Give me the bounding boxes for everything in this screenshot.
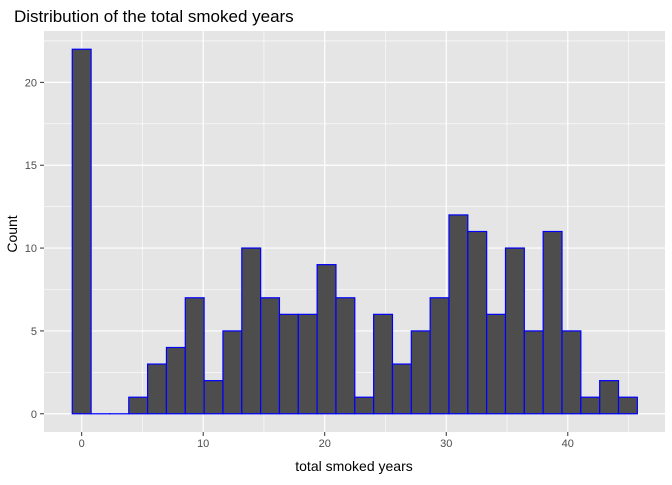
histogram-bar xyxy=(148,364,167,414)
histogram-bar xyxy=(129,397,148,414)
histogram-bar xyxy=(223,331,242,414)
x-tick-label: 40 xyxy=(562,438,574,450)
y-tick-label: 0 xyxy=(31,409,37,421)
histogram-bar xyxy=(72,49,91,414)
x-tick-label: 0 xyxy=(79,438,85,450)
histogram-bar xyxy=(562,331,581,414)
x-axis: 0 10 20 30 40 xyxy=(79,432,574,450)
x-tick-label: 30 xyxy=(440,438,452,450)
y-tick-label: 10 xyxy=(25,243,37,255)
y-axis-label: Count xyxy=(4,215,20,252)
histogram-bar xyxy=(543,232,562,414)
histogram-bar xyxy=(600,381,619,414)
histogram-bar xyxy=(336,298,355,414)
x-tick-label: 20 xyxy=(319,438,331,450)
histogram-bar xyxy=(185,298,204,414)
chart-title: Distribution of the total smoked years xyxy=(14,7,294,26)
histogram-bar xyxy=(411,331,430,414)
histogram-bar xyxy=(468,232,487,414)
histogram-bar xyxy=(374,314,393,413)
histogram-bar xyxy=(261,298,280,414)
histogram-bar xyxy=(204,381,223,414)
histogram-bar xyxy=(298,314,317,413)
histogram-bar xyxy=(242,248,261,414)
y-tick-label: 20 xyxy=(25,77,37,89)
histogram-bar xyxy=(505,248,524,414)
x-axis-label: total smoked years xyxy=(295,458,413,474)
histogram-bar xyxy=(430,298,449,414)
x-tick-label: 10 xyxy=(197,438,209,450)
histogram-bar xyxy=(487,314,506,413)
y-axis: 0 5 10 15 20 xyxy=(25,77,44,420)
histogram-bar xyxy=(449,215,468,414)
histogram-bar xyxy=(279,314,298,413)
histogram-bar xyxy=(524,331,543,414)
histogram-bar xyxy=(392,364,411,414)
histogram-bar xyxy=(619,397,638,414)
y-tick-label: 15 xyxy=(25,160,37,172)
histogram-bar xyxy=(317,265,336,414)
histogram-bar xyxy=(355,397,374,414)
histogram-bar xyxy=(166,347,185,413)
y-tick-label: 5 xyxy=(31,326,37,338)
histogram-bar xyxy=(581,397,600,414)
